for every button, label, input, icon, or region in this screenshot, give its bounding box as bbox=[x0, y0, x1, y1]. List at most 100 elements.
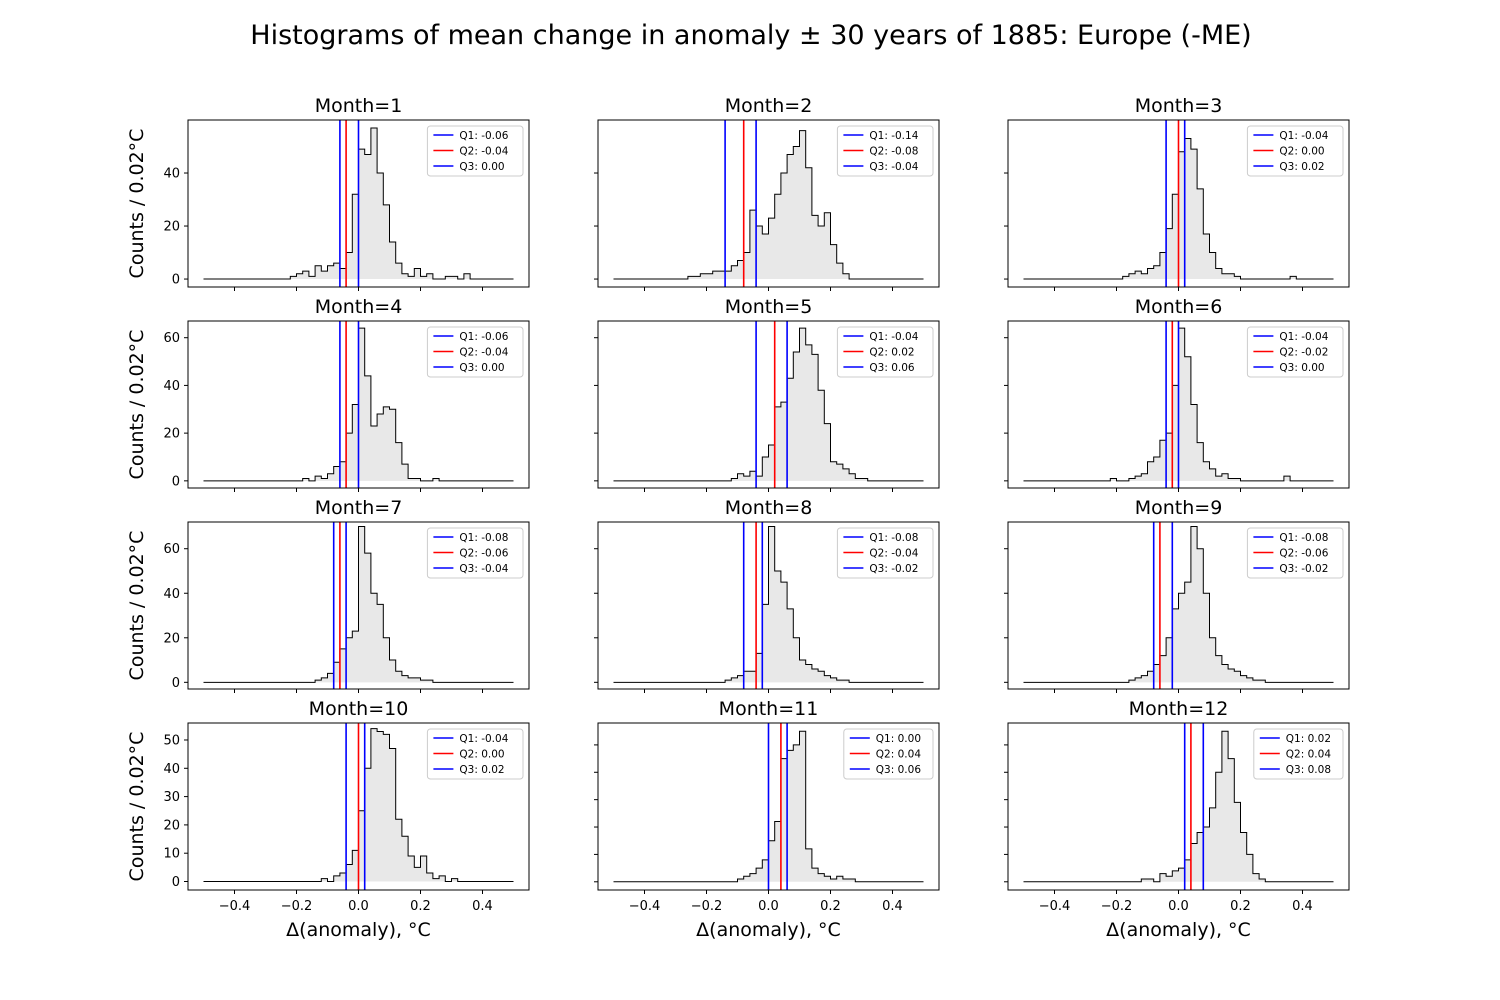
legend: Q1: -0.04 Q2: 0.00 Q3: 0.02 bbox=[1246, 125, 1344, 177]
x-tick-label: −0.4 bbox=[1039, 899, 1071, 914]
y-tick-label: 0 bbox=[172, 273, 180, 288]
legend: Q1: -0.04 Q2: -0.02 Q3: 0.00 bbox=[1246, 326, 1344, 378]
legend-label: Q2: -0.08 bbox=[869, 145, 918, 157]
x-tick-label: −0.4 bbox=[629, 899, 661, 914]
panel-month-1: Month=1 0 20 40 Counts / 0.02°C Q1: -0.06 Q2: … bbox=[126, 95, 530, 291]
legend-label: Q2: -0.06 bbox=[459, 547, 508, 559]
histogram-step-line bbox=[1023, 525, 1334, 683]
legend-box bbox=[836, 125, 934, 177]
legend-label: Q1: -0.04 bbox=[869, 331, 918, 343]
histogram-step-line bbox=[613, 130, 924, 280]
legend-label: Q3: -0.04 bbox=[869, 161, 918, 173]
histogram-step-line bbox=[203, 327, 514, 482]
x-tick-label: −0.2 bbox=[691, 899, 723, 914]
legend: Q1: -0.08 Q2: -0.06 Q3: -0.02 bbox=[1246, 527, 1344, 579]
legend-label: Q2: -0.04 bbox=[869, 547, 918, 559]
legend-label: Q3: 0.02 bbox=[459, 764, 504, 776]
legend-label: Q2: 0.00 bbox=[459, 748, 504, 760]
y-tick-label: 0 bbox=[172, 474, 180, 489]
panel-title: Month=9 bbox=[1135, 497, 1223, 519]
legend-label: Q2: -0.02 bbox=[1279, 346, 1328, 358]
legend-label: Q2: -0.04 bbox=[459, 346, 508, 358]
legend-label: Q2: 0.02 bbox=[869, 346, 914, 358]
x-tick-label: −0.2 bbox=[1101, 899, 1133, 914]
panel-month-2: Month=2 Q1: -0.14 Q2: -0.08 Q3: -0.04 bbox=[594, 95, 940, 291]
legend: Q1: -0.08 Q2: -0.06 Q3: -0.04 bbox=[426, 527, 524, 579]
legend: Q1: 0.00 Q2: 0.04 Q3: 0.06 bbox=[843, 728, 934, 780]
y-axis-label: Counts / 0.02°C bbox=[126, 732, 148, 882]
legend-label: Q1: -0.04 bbox=[1279, 130, 1328, 142]
panel-month-12: Month=12 −0.4 −0.2 0.0 0.2 0.4 Δ(anomaly), °C Q… bbox=[1004, 698, 1350, 941]
histogram-fill bbox=[613, 130, 924, 280]
x-tick-label: 0.4 bbox=[1292, 899, 1313, 914]
panel-month-10: Month=10 −0.4 −0.2 0.0 0.2 0.4 0 10 20 30 40 50 Coun… bbox=[126, 698, 530, 941]
legend-label: Q2: 0.00 bbox=[1279, 145, 1324, 157]
x-tick-label: 0.4 bbox=[472, 899, 493, 914]
legend-box bbox=[426, 125, 524, 177]
legend-box bbox=[426, 527, 524, 579]
legend-label: Q1: -0.04 bbox=[459, 733, 508, 745]
panel-month-7: Month=7 0 20 40 60 Counts / 0.02°C Q1: -0.08 Q2… bbox=[126, 497, 530, 693]
panel-title: Month=10 bbox=[309, 698, 409, 720]
legend: Q1: -0.06 Q2: -0.04 Q3: 0.00 bbox=[426, 326, 524, 378]
x-tick-label: 0.2 bbox=[1230, 899, 1251, 914]
x-tick-label: 0.4 bbox=[882, 899, 903, 914]
y-tick-label: 10 bbox=[163, 847, 180, 862]
legend: Q1: -0.04 Q2: 0.02 Q3: 0.06 bbox=[836, 326, 934, 378]
y-axis-label: Counts / 0.02°C bbox=[126, 129, 148, 279]
panel-title: Month=7 bbox=[315, 497, 403, 519]
legend-box bbox=[1246, 125, 1344, 177]
y-tick-label: 40 bbox=[163, 167, 180, 182]
y-tick-label: 0 bbox=[172, 676, 180, 691]
panel-month-5: Month=5 Q1: -0.04 Q2: 0.02 Q3: 0.06 bbox=[594, 296, 940, 492]
legend-label: Q1: -0.14 bbox=[869, 130, 918, 142]
y-tick-label: 0 bbox=[172, 875, 180, 890]
legend-label: Q1: -0.08 bbox=[1279, 532, 1328, 544]
legend-label: Q3: 0.06 bbox=[869, 362, 915, 374]
legend: Q1: -0.14 Q2: -0.08 Q3: -0.04 bbox=[836, 125, 934, 177]
x-tick-label: −0.4 bbox=[219, 899, 251, 914]
y-tick-label: 20 bbox=[163, 818, 180, 833]
legend-label: Q3: 0.08 bbox=[1286, 764, 1331, 776]
legend-box bbox=[836, 527, 934, 579]
histogram-step-line bbox=[613, 327, 924, 482]
panel-month-11: Month=11 −0.4 −0.2 0.0 0.2 0.4 Δ(anomaly), °C Q… bbox=[594, 698, 940, 941]
panel-title: Month=5 bbox=[725, 296, 813, 318]
figure-title: Histograms of mean change in anomaly ± 3… bbox=[250, 20, 1251, 51]
panel-month-6: Month=6 Q1: -0.04 Q2: -0.02 Q3: 0.00 bbox=[1004, 296, 1350, 492]
legend-label: Q3: 0.00 bbox=[1279, 362, 1324, 374]
panel-title: Month=2 bbox=[725, 95, 813, 117]
y-tick-label: 60 bbox=[163, 331, 180, 346]
histogram-step-line bbox=[613, 525, 924, 683]
y-tick-label: 50 bbox=[163, 733, 180, 748]
panel-title: Month=1 bbox=[315, 95, 403, 117]
legend-label: Q3: -0.04 bbox=[459, 563, 508, 575]
legend: Q1: -0.06 Q2: -0.04 Q3: 0.00 bbox=[426, 125, 524, 177]
histogram-step-line bbox=[203, 127, 514, 280]
x-tick-label: 0.0 bbox=[758, 899, 779, 914]
x-tick-label: 0.2 bbox=[820, 899, 841, 914]
histogram-step-line bbox=[1023, 138, 1334, 280]
y-axis-label: Counts / 0.02°C bbox=[126, 531, 148, 681]
y-tick-label: 60 bbox=[163, 542, 180, 557]
y-axis-label: Counts / 0.02°C bbox=[126, 330, 148, 480]
y-tick-label: 20 bbox=[163, 220, 180, 235]
legend: Q1: 0.02 Q2: 0.04 Q3: 0.08 bbox=[1253, 728, 1344, 780]
legend-box bbox=[836, 326, 934, 378]
legend-label: Q1: 0.00 bbox=[876, 733, 921, 745]
legend-label: Q1: -0.06 bbox=[459, 331, 508, 343]
legend-box bbox=[843, 728, 934, 780]
panel-title: Month=3 bbox=[1135, 95, 1223, 117]
legend-label: Q1: -0.06 bbox=[459, 130, 508, 142]
legend-label: Q1: -0.08 bbox=[459, 532, 508, 544]
panel-title: Month=11 bbox=[719, 698, 819, 720]
legend-label: Q2: 0.04 bbox=[1286, 748, 1332, 760]
x-tick-label: 0.2 bbox=[410, 899, 431, 914]
y-tick-label: 40 bbox=[163, 762, 180, 777]
histogram-step-line bbox=[203, 525, 514, 683]
panel-month-4: Month=4 0 20 40 60 Counts / 0.02°C Q1: -0.06 Q2… bbox=[126, 296, 530, 492]
legend-label: Q3: 0.02 bbox=[1279, 161, 1324, 173]
x-axis-label: Δ(anomaly), °C bbox=[286, 919, 431, 941]
